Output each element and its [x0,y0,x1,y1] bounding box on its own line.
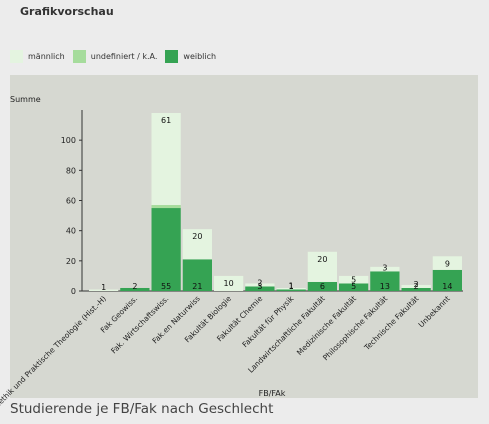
data-label-weiblich-3: 21 [192,282,202,291]
bar-segment-11-0 [432,269,462,291]
y-tick-label-20: 20 [66,257,76,266]
x-tick-label-11: Unbekannt [417,294,452,329]
x-tick-label-2: Fak. Wirtschaftswiss. [109,294,170,355]
legend-label-undefiniert: undefiniert / k.A. [90,51,158,61]
bar-segment-1-0 [120,287,150,291]
x-tick-label-8: Medizinische Fakultät [295,294,358,357]
data-label-weiblich-10: 2 [414,282,419,291]
data-label-maennlich-8: 5 [351,275,356,284]
chart-area [10,75,478,398]
data-label-maennlich-7: 20 [317,255,327,264]
y-tick-label-60: 60 [66,197,76,206]
data-label-weiblich-11: 14 [442,282,452,291]
preview-title: Grafikvorschau [20,5,114,18]
legend-item-maennlich[interactable]: männlich [10,49,65,63]
data-label-weiblich-5: 3 [257,282,262,291]
data-label-weiblich-1: 2 [132,282,137,291]
y-tick-label-0: 0 [71,287,76,296]
x-tick-label-10: Technische Fakultät [362,294,421,353]
bar-segment-7-2 [307,251,337,282]
bar-segment-7-0 [307,281,337,291]
legend-swatch-weiblich [165,49,179,63]
data-label-maennlich-2: 61 [161,116,171,125]
bar-segment-6-0 [276,289,306,291]
data-label-maennlich-10: 2 [414,280,419,289]
legend-swatch-maennlich [10,49,23,63]
data-label-maennlich-9: 3 [382,263,387,272]
data-label-weiblich-9: 13 [380,282,390,291]
bar-segment-9-2 [370,266,400,272]
data-label-weiblich-6: 1 [289,282,294,291]
legend-item-weiblich[interactable]: weiblich [165,49,217,63]
bar-segment-8-2 [339,275,369,284]
bar-segment-10-0 [401,287,431,291]
preview-header: Grafikvorschau [0,0,489,30]
chart-caption: Studierende je FB/Fak nach Geschlecht [10,401,274,417]
chart-legend: männlich undefiniert / k.A. weiblich [10,48,224,64]
bar-segment-3-0 [182,259,212,291]
legend-item-undefiniert[interactable]: undefiniert / k.A. [72,49,158,63]
data-label-maennlich-5: 2 [257,278,262,287]
data-label-maennlich-4: 10 [224,279,234,288]
y-tick-label-40: 40 [66,227,76,236]
bar-segment-2-0 [151,208,181,291]
data-label-maennlich-0: 1 [101,283,106,292]
data-label-weiblich-2: 55 [161,282,171,291]
y-tick-label-80: 80 [66,166,76,175]
data-label-maennlich-6: 1 [289,281,294,290]
legend-swatch-undefiniert [72,49,86,63]
bar-segment-8-0 [339,283,369,291]
bar-segment-2-1 [151,205,181,209]
y-axis-title: Summe [10,95,41,104]
legend-label-weiblich: weiblich [183,51,217,61]
bar-segment-10-2 [401,284,431,288]
bar-segment-2-2 [151,113,181,206]
bar-segment-4-2 [214,275,244,291]
data-label-maennlich-11: 9 [445,259,450,268]
data-label-weiblich-7: 6 [320,282,325,291]
bar-segment-5-0 [245,286,275,291]
bar-segment-9-0 [370,271,400,291]
y-tick-label-100: 100 [61,136,76,145]
bar-segment-11-2 [432,256,462,270]
bar-segment-0-2 [89,289,119,291]
data-label-maennlich-3: 20 [192,232,202,241]
bar-segment-6-2 [276,287,306,290]
x-axis-title: FB/FAk [259,389,286,398]
legend-label-maennlich: männlich [28,51,65,61]
bar-segment-5-2 [245,283,275,287]
bar-segment-3-2 [182,229,212,260]
data-label-weiblich-8: 5 [351,282,356,291]
